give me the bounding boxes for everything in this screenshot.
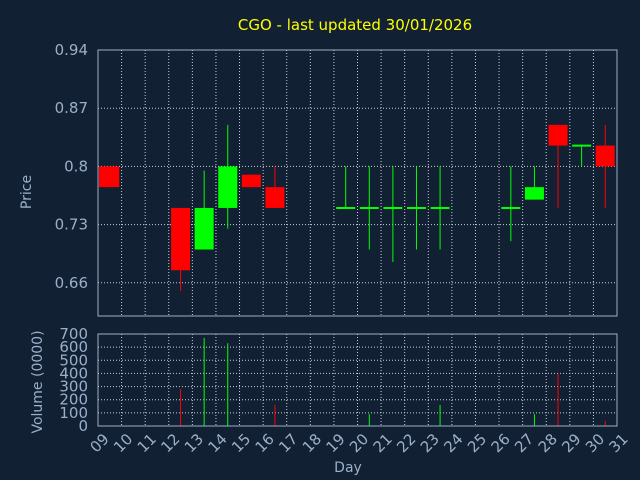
volume-tick-label: 200 (59, 391, 88, 409)
x-tick-label: 27 (511, 430, 537, 456)
volume-tick-label: 600 (59, 338, 88, 356)
candle-body (171, 207, 191, 271)
price-tick-label: 0.73 (55, 216, 88, 234)
candle-body (548, 124, 568, 146)
price-axis-label: Price (19, 175, 35, 209)
price-plot-frame (97, 49, 618, 317)
price-tick-label: 0.8 (64, 157, 88, 175)
volume-tick-label: 400 (59, 364, 88, 382)
candle-body (524, 187, 544, 200)
volume-tick-label: 0 (78, 417, 88, 435)
x-tick-label: 29 (558, 430, 584, 456)
x-tick-label: 12 (157, 430, 183, 456)
x-tick-label: 20 (346, 430, 372, 456)
price-tick-label: 0.94 (55, 41, 88, 59)
x-tick-label: 19 (322, 430, 348, 456)
x-tick-label: 30 (582, 430, 608, 456)
x-tick-label: 28 (535, 430, 561, 456)
x-tick-label: 22 (393, 430, 419, 456)
candle-body (218, 166, 238, 208)
volume-tick-label: 100 (59, 404, 88, 422)
x-tick-label: 15 (228, 430, 254, 456)
x-tick-label: 14 (204, 430, 230, 456)
x-tick-label: 23 (417, 430, 443, 456)
candle-body (99, 166, 120, 188)
volume-tick-label: 300 (59, 378, 88, 396)
x-tick-label: 16 (252, 430, 278, 456)
x-tick-label: 26 (488, 430, 514, 456)
x-tick-label: 10 (110, 430, 136, 456)
tick-labels: 0.940.870.80.730.66700600500400300200100… (55, 41, 632, 456)
price-tick-label: 0.66 (55, 274, 88, 292)
x-tick-label: 24 (440, 430, 466, 456)
x-tick-label: 25 (464, 430, 490, 456)
candle-body (265, 187, 285, 208)
x-tick-label: 21 (370, 430, 396, 456)
candle-body (595, 145, 615, 167)
candle-body (194, 207, 214, 250)
volume-bars-layer (180, 337, 606, 426)
chart-title: CGO - last updated 30/01/2026 (238, 16, 472, 34)
volume-tick-label: 700 (59, 325, 88, 343)
x-tick-label: 11 (134, 430, 160, 456)
x-tick-label: 18 (299, 430, 325, 456)
plot-frames (97, 49, 618, 427)
volume-plot-frame (97, 333, 618, 427)
x-tick-label: 13 (181, 430, 207, 456)
x-tick-label: 09 (87, 430, 113, 456)
candle-body (241, 174, 261, 188)
x-tick-label: 17 (275, 430, 301, 456)
volume-axis-label: Volume (0000) (30, 330, 46, 433)
price-tick-label: 0.87 (55, 99, 88, 117)
x-axis-label: Day (334, 460, 362, 476)
x-tick-label: 31 (606, 430, 632, 456)
candles-layer (99, 124, 615, 292)
volume-tick-label: 500 (59, 351, 88, 369)
